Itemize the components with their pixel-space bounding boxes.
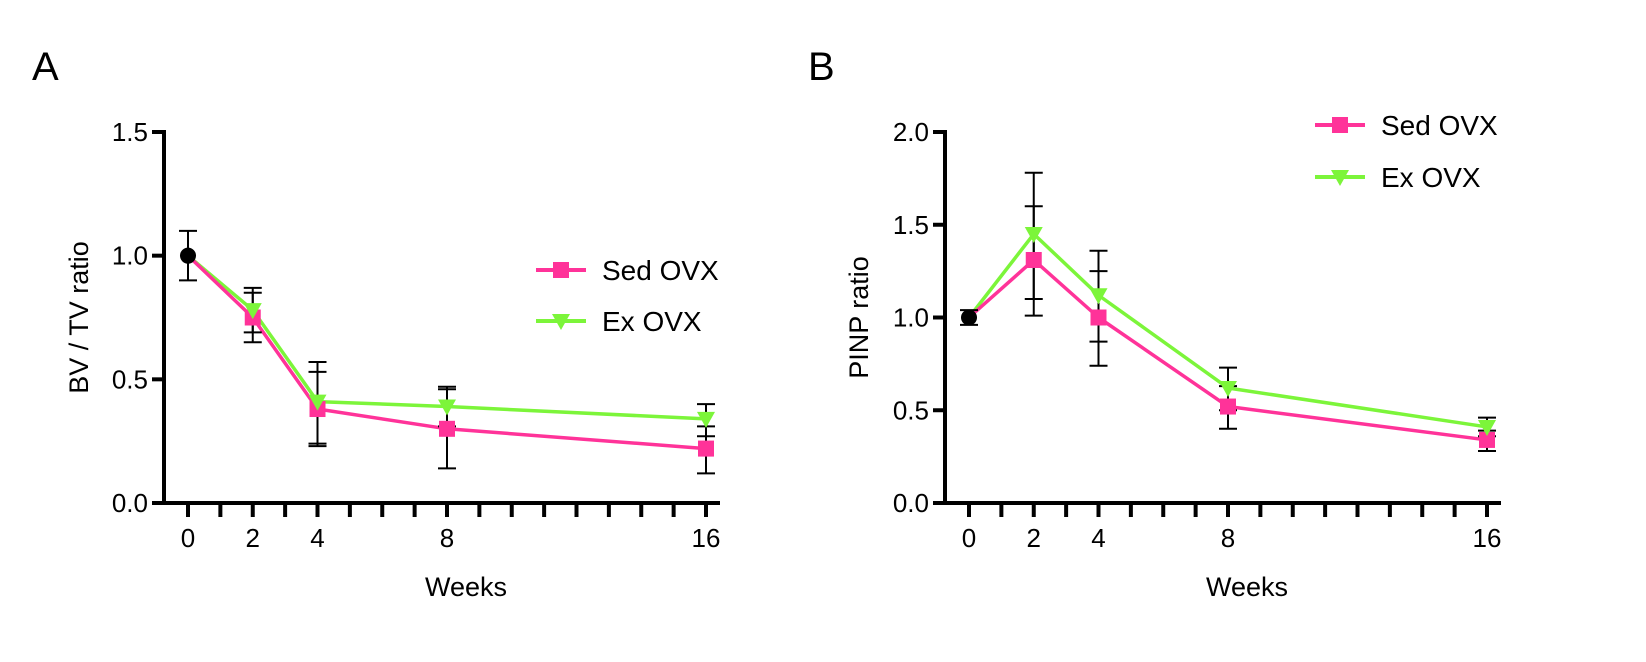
data-point-ex-ovx [308,394,327,411]
baseline-point [961,309,977,326]
panel-b: B 0.0 0.5 1.0 1.5 2.0 0 2 4 8 16 Weeks PINP ratio Sed… [808,45,1501,602]
x-tick-label: 2 [246,523,260,553]
y-tick-label: 0.5 [112,364,148,394]
data-point-ex-ovx [243,303,262,320]
y-tick-label: 0.0 [893,488,929,518]
data-point-ex-ovx [1219,380,1237,397]
legend-label: Sed OVX [602,255,719,286]
x-tick-label: 0 [181,523,195,553]
legend-item-sed-ovx: Sed OVX [1315,110,1498,141]
x-tick-label: 8 [1221,523,1235,553]
data-point-sed-ovx [439,420,455,437]
x-tick-label: 4 [1091,523,1105,553]
y-tick-label: 1.5 [112,117,148,147]
baseline-point [180,247,196,264]
panel-letter: A [32,45,59,89]
legend-swatch-marker [552,314,570,330]
legend-item-sed-ovx: Sed OVX [536,255,719,286]
y-tick-label: 1.0 [893,303,929,333]
data-point-ex-ovx [438,399,456,416]
y-tick-label: 2.0 [893,117,929,147]
data-point-sed-ovx [1220,398,1236,415]
y-tick-label: 1.5 [893,210,929,240]
x-tick-label: 2 [1027,523,1041,553]
legend-label: Ex OVX [1381,162,1481,193]
legend-item-ex-ovx: Ex OVX [536,306,702,337]
y-tick-label: 0.5 [893,395,929,425]
x-tick-label: 4 [310,523,324,553]
panel-a: A 0.0 0.5 1.0 1.5 0 2 4 8 16 Weeks BV / TV ratio Sed… [32,45,720,602]
legend-swatch-marker [553,262,569,278]
x-tick-label: 0 [962,523,976,553]
y-tick-label: 1.0 [112,241,148,271]
data-point-ex-ovx [697,411,715,428]
data-point-sed-ovx [698,440,714,457]
data-point-ex-ovx [1089,288,1108,305]
legend: Sed OVX Ex OVX [536,255,719,337]
x-tick-label: 16 [1473,523,1502,553]
x-tick-label: 8 [440,523,454,553]
legend-swatch-marker [1331,170,1349,186]
legend-label: Ex OVX [602,306,702,337]
legend: Sed OVX Ex OVX [1315,110,1498,193]
data-point-sed-ovx [1090,309,1107,326]
data-point-sed-ovx [1479,431,1495,448]
x-axis-title: Weeks [425,572,507,602]
data-point-sed-ovx [1025,251,1042,268]
y-tick-label: 0.0 [112,488,148,518]
y-axis-title: PINP ratio [844,256,874,379]
legend-item-ex-ovx: Ex OVX [1315,162,1481,193]
panel-letter: B [808,45,835,89]
data-point-ex-ovx [1478,419,1496,436]
data-point-ex-ovx [1024,227,1043,244]
y-axis-title: BV / TV ratio [64,241,94,394]
legend-swatch-marker [1332,117,1348,133]
x-axis-title: Weeks [1206,572,1288,602]
legend-label: Sed OVX [1381,110,1498,141]
x-tick-label: 16 [692,523,721,553]
